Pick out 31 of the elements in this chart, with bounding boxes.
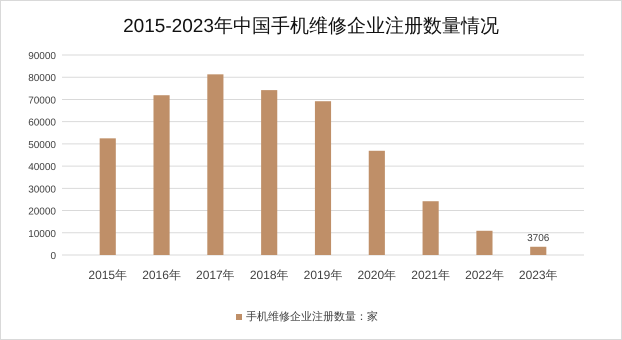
x-tick-label: 2015年 [88, 268, 128, 282]
y-tick-label: 90000 [28, 51, 56, 62]
bar [530, 246, 546, 255]
legend-label: 手机维修企业注册数量：家 [246, 310, 378, 323]
y-tick-label: 50000 [28, 140, 56, 151]
x-tick-label: 2017年 [196, 268, 235, 282]
y-tick-label: 80000 [28, 73, 56, 84]
x-tick-label: 2019年 [304, 268, 342, 282]
y-tick-label: 30000 [28, 184, 56, 196]
y-tick-label: 20000 [28, 206, 56, 218]
x-tick-label: 2020年 [357, 268, 396, 282]
y-tick-label: 0 [50, 251, 56, 262]
x-tick-label: 2018年 [250, 268, 289, 282]
chart-title: 2015-2023年中国手机维修企业注册数量情况 [123, 15, 499, 37]
y-tick-label: 70000 [28, 95, 56, 106]
bar [314, 101, 332, 255]
bar [100, 138, 116, 255]
x-tick-label: 2016年 [142, 268, 181, 282]
bar [207, 74, 224, 255]
data-label: 3706 [527, 232, 550, 244]
y-tick-label: 40000 [28, 162, 56, 174]
bar [476, 230, 493, 255]
bar [153, 95, 170, 255]
x-tick-label: 2023年 [518, 268, 558, 282]
bar [368, 150, 385, 255]
y-tick-label: 10000 [28, 228, 56, 240]
bar [422, 201, 439, 255]
bar [261, 90, 278, 255]
y-tick-label: 60000 [28, 118, 56, 129]
x-tick-label: 2021年 [411, 268, 450, 282]
x-tick-label: 2022年 [465, 268, 504, 282]
